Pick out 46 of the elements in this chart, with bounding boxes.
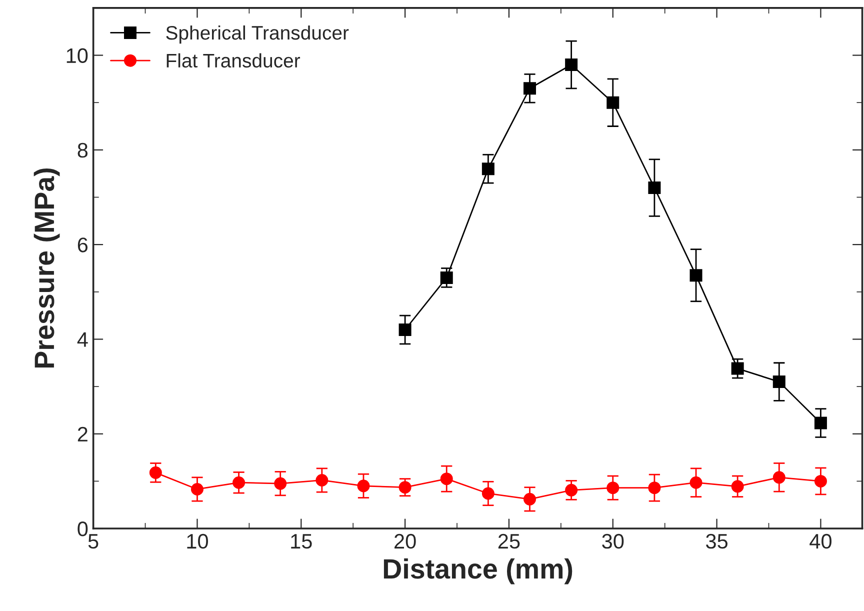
- point: [524, 492, 536, 506]
- point: [690, 269, 702, 282]
- point: [772, 376, 786, 388]
- point: [648, 482, 661, 494]
- point: [606, 96, 620, 109]
- point: [398, 481, 412, 494]
- point: [772, 471, 786, 484]
- point: [149, 466, 162, 479]
- y-tick-label: 8: [78, 142, 88, 158]
- point: [814, 474, 827, 488]
- y-tick-label: 0: [78, 522, 88, 536]
- point: [731, 480, 744, 493]
- point: [398, 324, 412, 336]
- y-tick-label: 2: [78, 426, 88, 442]
- x-tick-label: 20: [394, 534, 416, 549]
- point: [565, 58, 578, 71]
- x-tick-label: 40: [810, 534, 832, 549]
- x-axis-title: Distance (mm): [384, 558, 572, 584]
- point: [274, 477, 287, 490]
- point: [232, 476, 246, 489]
- y-tick-label: 10: [66, 48, 88, 64]
- point: [190, 482, 204, 496]
- point: [565, 484, 578, 496]
- point: [482, 162, 494, 176]
- x-tick-label: 10: [187, 534, 208, 549]
- point: [440, 271, 453, 284]
- legend-label: Flat Transducer: [166, 53, 300, 68]
- point: [357, 480, 370, 492]
- x-tick-label: 15: [291, 534, 312, 549]
- x-tick-label: 30: [602, 534, 624, 549]
- x-tick-label: 25: [498, 534, 520, 549]
- point: [648, 182, 661, 194]
- point: [731, 362, 744, 375]
- x-tick-label: 35: [706, 534, 728, 549]
- point: [524, 82, 536, 95]
- y-tick-label: 6: [78, 238, 88, 252]
- y-tick-label: 4: [77, 332, 88, 347]
- point: [606, 482, 620, 494]
- point: [690, 476, 702, 489]
- point: [316, 474, 328, 486]
- point: [814, 416, 827, 430]
- legend-label: Spherical Transducer: [166, 25, 349, 44]
- point: [440, 472, 453, 486]
- x-tick-label: 5: [88, 534, 98, 549]
- y-axis-title: Pressure (MPa): [34, 168, 60, 368]
- point: [482, 487, 494, 500]
